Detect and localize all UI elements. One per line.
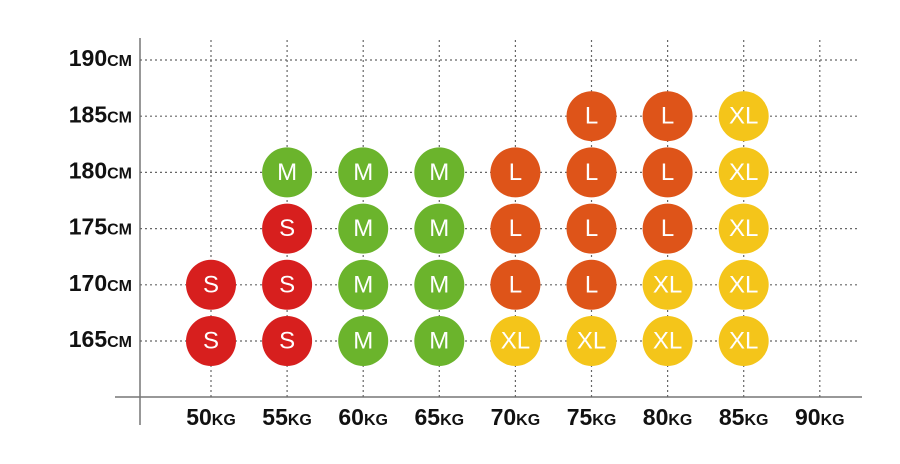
size-badge (718, 203, 769, 254)
size-label: XL (729, 271, 758, 298)
size-label: XL (501, 328, 530, 355)
size-label: L (509, 271, 522, 298)
size-badge (262, 259, 313, 310)
size-badge (566, 259, 617, 310)
x-label: 85kg (719, 404, 769, 430)
size-label: M (353, 328, 373, 355)
size-label: XL (729, 215, 758, 242)
size-badge (566, 147, 617, 198)
size-label: M (277, 159, 297, 186)
size-badge (414, 259, 465, 310)
size-badge (566, 203, 617, 254)
size-label: M (429, 271, 449, 298)
y-label: 165cm (69, 326, 132, 352)
size-badge (566, 316, 617, 366)
size-badge (566, 91, 617, 142)
size-badge (642, 316, 693, 366)
y-label: 180cm (69, 157, 132, 183)
size-badge (186, 316, 236, 366)
size-label: M (353, 159, 373, 186)
size-badge (642, 147, 693, 198)
size-badge (490, 316, 541, 366)
size-label: L (661, 159, 674, 186)
size-label: XL (653, 271, 682, 298)
size-badge (718, 316, 769, 366)
size-badge (718, 259, 769, 310)
size-label: S (279, 328, 295, 355)
x-label: 50kg (186, 404, 236, 430)
y-label: 175cm (69, 214, 132, 240)
size-badge (642, 203, 693, 254)
size-label: L (585, 215, 598, 242)
size-label: S (203, 328, 219, 355)
x-label: 90kg (795, 404, 845, 430)
size-badge (642, 259, 693, 310)
size-label: XL (577, 328, 606, 355)
size-badge (718, 147, 769, 198)
x-label: 60kg (338, 404, 388, 430)
size-label: M (353, 215, 373, 242)
size-label: M (353, 271, 373, 298)
size-badge (262, 147, 313, 198)
y-label: 190cm (69, 45, 132, 71)
size-label: XL (729, 103, 758, 130)
size-badge (642, 91, 693, 142)
size-label: L (585, 271, 598, 298)
size-badge (414, 147, 465, 198)
size-label: XL (729, 328, 758, 355)
size-label: L (661, 215, 674, 242)
size-label: L (585, 159, 598, 186)
size-label: M (429, 215, 449, 242)
size-badge (338, 147, 389, 198)
size-label: L (585, 103, 598, 130)
size-label: L (661, 103, 674, 130)
size-badge (414, 203, 465, 254)
size-label: M (429, 328, 449, 355)
size-label: XL (653, 328, 682, 355)
size-label: S (279, 215, 295, 242)
size-badge (490, 203, 541, 254)
size-badge (718, 91, 769, 142)
size-label: S (279, 271, 295, 298)
size-label: XL (729, 159, 758, 186)
size-badge (262, 316, 313, 366)
size-badge (414, 316, 465, 366)
size-badge (338, 316, 389, 366)
size-badge (490, 147, 541, 198)
x-label: 65kg (415, 404, 465, 430)
size-badge (338, 259, 389, 310)
size-label: M (429, 159, 449, 186)
size-label: L (509, 159, 522, 186)
size-badge (262, 203, 313, 254)
size-badge (338, 203, 389, 254)
size-label: L (509, 215, 522, 242)
size-badge (490, 259, 541, 310)
y-label: 185cm (69, 101, 132, 127)
x-label: 80kg (643, 404, 693, 430)
size-label: S (203, 271, 219, 298)
y-label: 170cm (69, 270, 132, 296)
x-label: 75kg (567, 404, 617, 430)
x-label: 55kg (262, 404, 312, 430)
size-badge (186, 259, 236, 310)
x-label: 70kg (491, 404, 541, 430)
